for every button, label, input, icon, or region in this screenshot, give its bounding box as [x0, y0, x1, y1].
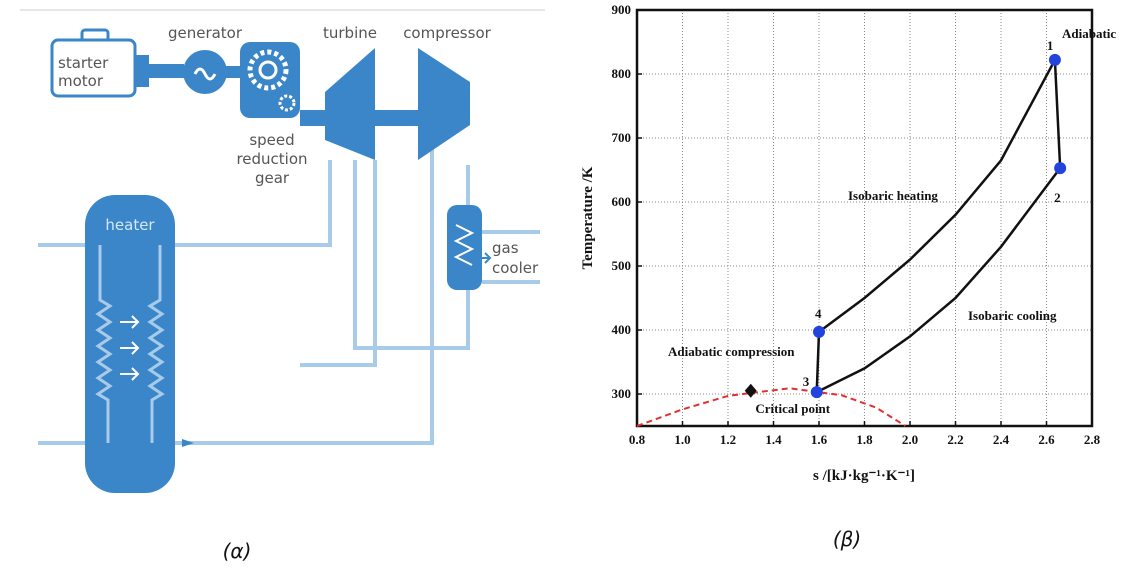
point-label: 1: [1047, 38, 1054, 53]
label: gas: [492, 239, 519, 257]
pipe: [300, 160, 375, 365]
caption: (β): [833, 527, 861, 551]
label: compressor: [403, 24, 491, 42]
state-point: [1054, 162, 1066, 174]
caption: (α): [223, 539, 252, 563]
series-label: Isobaric cooling: [968, 308, 1057, 323]
y-tick-label: 700: [612, 130, 632, 145]
label: speed: [249, 131, 294, 149]
label: cooler: [492, 259, 539, 277]
label: gear: [255, 169, 290, 187]
state-point: [813, 326, 825, 338]
x-tick-label: 2.8: [1084, 432, 1101, 447]
label: reduction: [236, 150, 307, 168]
y-tick-label: 600: [612, 194, 632, 209]
page: starter motor generator turbine compress…: [0, 0, 1123, 572]
critical-point: [745, 384, 757, 398]
label: turbine: [323, 24, 377, 42]
x-tick-label: 0.8: [629, 432, 646, 447]
label: generator: [168, 24, 243, 42]
label: motor: [58, 72, 104, 90]
y-tick-label: 300: [612, 386, 632, 401]
x-tick-label: 2.4: [993, 432, 1010, 447]
ts-chart: Temperature /K s /[kJ·kg⁻¹·K⁻¹] 300 400 50…: [580, 2, 1116, 484]
arrow: [182, 439, 194, 447]
label: heater: [105, 216, 155, 234]
shaft: [149, 64, 184, 78]
series-label: Adiabatic: [1062, 26, 1116, 41]
x-tick-label: 2.2: [947, 432, 963, 447]
y-axis-label: Temperature /K: [580, 166, 596, 269]
point-label: 3: [803, 374, 810, 389]
power-cycle-diagram: starter motor generator turbine compress…: [20, 10, 545, 493]
series-line: [1055, 60, 1060, 168]
point-label: 2: [1054, 190, 1061, 205]
label: starter: [58, 54, 109, 72]
x-tick-label: 2.6: [1038, 432, 1055, 447]
series-label: Isobaric heating: [848, 188, 938, 203]
series-label: Adiabatic compression: [668, 344, 795, 359]
pipe: [175, 120, 448, 443]
coupling: [135, 55, 149, 87]
shaft: [226, 66, 242, 78]
gas-cooler: [447, 205, 482, 290]
x-tick-label: 1.8: [856, 432, 873, 447]
compressor: [418, 48, 470, 160]
y-tick-label: 800: [612, 66, 632, 81]
state-point: [811, 386, 823, 398]
critical-point-label: Critical point: [755, 401, 830, 416]
x-tick-label: 2.0: [902, 432, 918, 447]
x-tick-label: 1.0: [674, 432, 690, 447]
state-point: [1049, 54, 1061, 66]
turbine: [325, 48, 375, 160]
x-tick-label: 1.2: [720, 432, 736, 447]
point-label: 4: [815, 306, 822, 321]
y-tick-label: 400: [612, 322, 632, 337]
y-tick-label: 500: [612, 258, 632, 273]
x-tick-label: 1.4: [765, 432, 782, 447]
x-tick-label: 1.6: [811, 432, 828, 447]
y-tick-label: 900: [612, 2, 632, 17]
series-line: [817, 332, 819, 392]
x-axis-label: s /[kJ·kg⁻¹·K⁻¹]: [813, 468, 915, 484]
